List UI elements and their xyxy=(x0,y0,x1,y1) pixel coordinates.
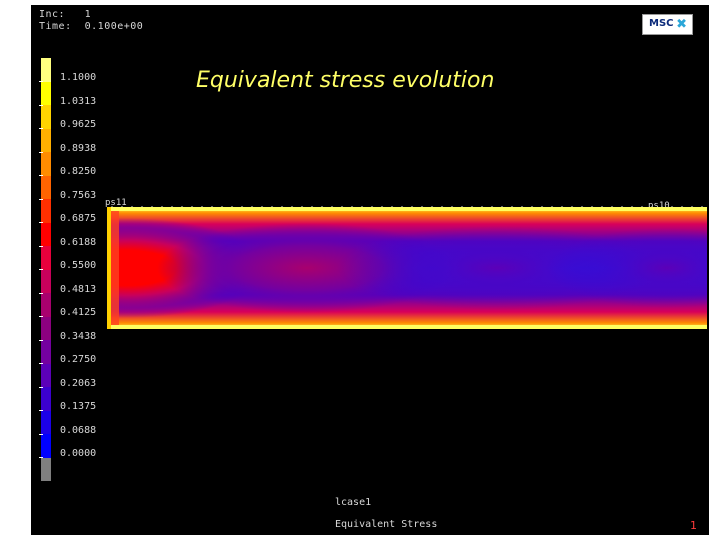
scale-label: 0.5500 xyxy=(60,260,97,271)
scale-swatch xyxy=(41,410,51,434)
color-scale-bar xyxy=(41,58,51,481)
scale-swatch xyxy=(41,293,51,317)
scale-label: 0.2063 xyxy=(60,377,97,389)
msc-logo: MSC ✖ xyxy=(642,14,693,35)
node-label-left: ps11 xyxy=(105,198,127,208)
scale-tick xyxy=(39,363,43,364)
scale-label: 0.0000 xyxy=(60,448,97,459)
scale-label: 0.3438 xyxy=(60,330,97,342)
scale-swatch xyxy=(41,199,51,223)
scale-swatch xyxy=(41,152,51,176)
page-number: 1 xyxy=(690,519,697,532)
scale-swatch xyxy=(41,457,51,481)
scale-tick xyxy=(39,433,43,435)
scale-swatch xyxy=(41,222,51,246)
scale-swatch xyxy=(41,175,51,199)
scale-swatch xyxy=(41,340,51,364)
scale-swatch xyxy=(41,269,51,293)
scale-tick xyxy=(39,151,43,153)
scale-tick xyxy=(39,81,43,82)
scale-swatch xyxy=(41,128,51,152)
plot-title: Equivalent stress evolution xyxy=(196,68,495,93)
scale-swatch xyxy=(41,363,51,387)
increment-text: Inc: 1 xyxy=(39,9,92,20)
stress-contour-plot[interactable] xyxy=(107,207,707,329)
scale-label: 1.0313 xyxy=(60,95,97,107)
node-label-right: ps10 xyxy=(648,201,670,211)
scale-label: 0.4125 xyxy=(60,307,97,318)
scale-swatch xyxy=(41,105,51,129)
scale-tick xyxy=(39,222,43,223)
scale-label: 0.6875 xyxy=(60,213,97,224)
scale-swatch xyxy=(41,246,51,270)
scale-label: 0.7563 xyxy=(60,189,97,201)
scale-label: 0.1375 xyxy=(60,401,97,412)
scale-label: 0.4813 xyxy=(60,283,97,295)
scale-label: 0.8250 xyxy=(60,166,97,177)
scale-swatch xyxy=(41,316,51,340)
scale-tick xyxy=(39,198,43,200)
scale-tick xyxy=(39,316,43,317)
scale-tick xyxy=(39,269,43,270)
time-text: Time: 0.100e+00 xyxy=(39,21,144,32)
scale-tick xyxy=(39,457,43,458)
scale-tick xyxy=(39,339,43,341)
scale-swatch xyxy=(41,81,51,105)
logo-text: MSC xyxy=(649,18,674,29)
result-variable-label: Equivalent Stress xyxy=(335,519,438,530)
scale-swatch xyxy=(41,387,51,411)
scale-swatch xyxy=(41,434,51,458)
load-case-label: lcase1 xyxy=(335,497,372,508)
logo-mark-icon: ✖ xyxy=(676,17,687,32)
viewport[interactable]: Inc: 1 Time: 0.100e+00 MSC ✖ Equivalent s… xyxy=(31,5,709,535)
info-block: Inc: 1 Time: 0.100e+00 xyxy=(39,9,143,33)
scale-tick xyxy=(39,104,43,106)
scale-swatch xyxy=(41,58,51,82)
scale-tick xyxy=(39,386,43,388)
scale-tick xyxy=(39,245,43,247)
scale-tick xyxy=(39,175,43,176)
scale-label: 0.6188 xyxy=(60,236,97,248)
scale-label: 0.8938 xyxy=(60,142,97,154)
scale-tick xyxy=(39,410,43,411)
scale-tick xyxy=(39,292,43,294)
scale-label: 0.9625 xyxy=(60,119,97,130)
scale-label: 1.1000 xyxy=(60,72,97,83)
scale-tick xyxy=(39,128,43,129)
scale-label: 0.2750 xyxy=(60,354,97,365)
scale-label: 0.0688 xyxy=(60,424,97,436)
